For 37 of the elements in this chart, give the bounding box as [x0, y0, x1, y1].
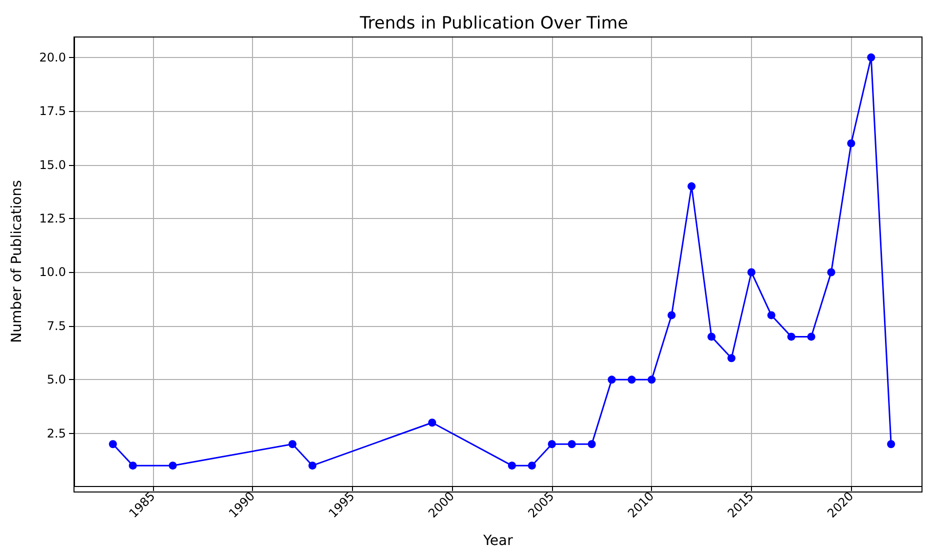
point [807, 332, 816, 341]
y-tick-label: 5.0 [46, 372, 66, 387]
point [747, 268, 756, 276]
y-tick-label: 7.5 [46, 318, 66, 333]
point [528, 462, 536, 470]
y-tick-label: 2.5 [46, 426, 66, 440]
point [548, 440, 556, 448]
y-tick-label: 15.0 [39, 158, 66, 172]
y-tick-label: 12.5 [39, 212, 66, 226]
point [428, 418, 436, 427]
point [867, 53, 876, 62]
point [887, 440, 896, 448]
point [108, 440, 117, 448]
x-axis-title: Year [482, 533, 514, 549]
point [668, 311, 676, 320]
point [847, 139, 856, 148]
point [688, 182, 696, 190]
point [727, 354, 736, 362]
point [648, 376, 656, 384]
point [128, 462, 137, 470]
y-tick-label: 17.5 [39, 104, 66, 118]
y-axis-title: Number of Publications [9, 180, 25, 343]
point [628, 376, 636, 384]
point [787, 332, 796, 341]
point [827, 268, 836, 276]
point [568, 440, 576, 448]
y-tick-label: 20.0 [39, 50, 66, 64]
point [588, 440, 596, 448]
chart-title: Trends in Publication Over Time [358, 14, 628, 34]
point [508, 462, 516, 470]
point [308, 462, 316, 470]
point [168, 462, 177, 470]
point [288, 440, 296, 448]
point [608, 376, 616, 384]
point [708, 332, 716, 341]
point [767, 311, 776, 320]
y-tick-label: 10.0 [39, 265, 66, 280]
